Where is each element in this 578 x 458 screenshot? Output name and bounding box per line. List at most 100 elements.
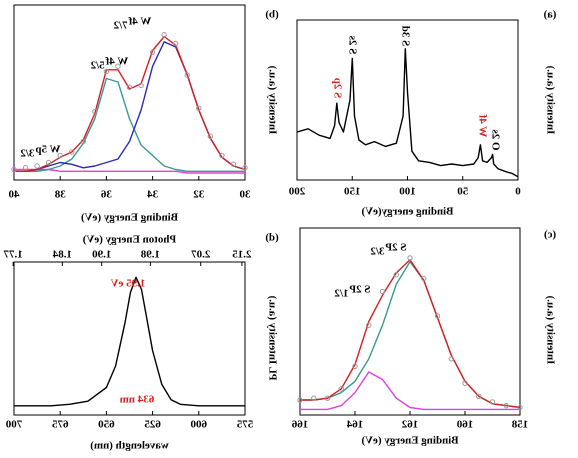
annotation-subscript: 1/2	[334, 288, 349, 300]
data-point	[161, 32, 167, 38]
x-tick-label: 200	[288, 186, 305, 198]
data-point	[242, 165, 248, 171]
data-point	[80, 138, 87, 145]
x-tick-label: 100	[399, 186, 416, 198]
x-tick-label: 50	[457, 186, 469, 198]
x-tick-label: 162	[401, 419, 418, 431]
x-tick-label: 34	[147, 189, 159, 201]
annotation-subscript: 3/2	[370, 246, 385, 258]
data-point	[103, 68, 110, 75]
annotation-subscript: 3/2	[20, 148, 35, 160]
panel-label: (c)	[544, 229, 557, 241]
annotation: W 4f	[105, 56, 128, 68]
series-line	[300, 261, 521, 409]
data-point	[34, 163, 40, 169]
x-tick-label: 160	[456, 419, 473, 431]
panel-label: (b)	[265, 9, 279, 21]
y-axis-title: Intensity (a.u.)	[266, 65, 278, 134]
data-point	[11, 166, 17, 173]
annotation: S 3d	[399, 26, 411, 47]
annotation: S 2P	[385, 242, 406, 254]
data-point	[476, 393, 482, 399]
x-tick-label: 40	[8, 189, 20, 201]
data-point	[196, 105, 202, 111]
panel-label: (d)	[265, 232, 279, 244]
series-line	[14, 168, 245, 174]
annotation: S 2s	[346, 35, 358, 54]
x-tick-label: 625	[144, 419, 161, 431]
data-point	[379, 288, 386, 295]
y-axis-title: Intensity (a.u.)	[544, 295, 556, 364]
annotation: 1.95 eV	[111, 278, 146, 290]
x-tick-label: 675	[51, 419, 68, 431]
x-tick-label: 700	[5, 419, 22, 431]
data-point	[45, 159, 52, 166]
x-axis-title: wavelength (nm)	[90, 440, 169, 452]
x2-tick-label: 1.84	[52, 249, 72, 261]
data-point	[462, 380, 468, 386]
annotation: W 4f	[128, 16, 151, 28]
x2-axis-title: Photon Energy (eV)	[82, 234, 176, 246]
data-point	[324, 395, 331, 401]
x-tick-label: 575	[236, 419, 253, 431]
x-axis-title: Binding Energy (eV)	[81, 212, 179, 224]
x2-tick-label: 1.90	[92, 249, 112, 261]
data-point	[115, 63, 121, 69]
x-axis-title: Binding energy(eV)	[361, 206, 453, 218]
data-point	[92, 109, 98, 115]
data-point	[448, 356, 454, 362]
data-point	[517, 404, 523, 411]
data-point	[311, 395, 317, 401]
data-point	[219, 152, 225, 159]
plot-frame	[13, 261, 246, 416]
x-tick-label: 158	[511, 419, 528, 431]
data-point	[173, 40, 179, 47]
data-point	[149, 49, 156, 55]
data-point	[230, 161, 237, 167]
data-point	[434, 313, 441, 319]
annotation: W 5p	[35, 144, 60, 156]
x-tick-label: 32	[193, 189, 205, 201]
x-tick-label: 650	[98, 419, 115, 431]
x-tick-label: 164	[346, 419, 363, 431]
data-point	[407, 255, 413, 261]
data-point	[138, 82, 144, 89]
series-line	[296, 48, 519, 178]
data-point	[366, 322, 372, 328]
annotation: W 4f	[476, 114, 488, 137]
data-point	[352, 363, 358, 370]
x-tick-label: 38	[54, 189, 65, 201]
x-tick-label: 150	[344, 186, 361, 198]
annotation: 634 nm	[120, 394, 155, 406]
x-tick-label: 600	[190, 419, 207, 431]
x2-tick-label: 2.15	[232, 249, 252, 261]
data-point	[126, 84, 133, 90]
data-point	[503, 402, 509, 409]
y-axis-title: Intensity (a.u.)	[544, 65, 556, 134]
data-point	[69, 149, 75, 155]
x-tick-label: 30	[239, 189, 251, 201]
x-axis-title: Binding Energy (eV)	[361, 435, 459, 447]
series-line	[300, 371, 520, 411]
data-point	[207, 133, 214, 139]
data-point	[489, 399, 496, 405]
data-point	[22, 165, 29, 171]
x-tick-label: 36	[100, 189, 112, 201]
data-point	[393, 272, 399, 278]
annotation: O 2s	[489, 129, 501, 151]
annotation: S 2P	[349, 284, 370, 296]
panel-label: (a)	[543, 9, 556, 21]
series-line	[14, 77, 245, 172]
data-point	[421, 275, 427, 282]
x-tick-label: 0	[515, 186, 521, 198]
x2-tick-label: 2.07	[191, 249, 211, 261]
series-line	[300, 259, 521, 409]
x2-tick-label: 1.77	[3, 249, 23, 261]
data-point	[297, 397, 303, 403]
data-point	[338, 386, 344, 392]
plot-frame	[13, 4, 246, 181]
series-line	[14, 276, 245, 407]
annotation: S 2p	[331, 78, 343, 99]
annotation-subscript: 7/2	[113, 20, 128, 32]
